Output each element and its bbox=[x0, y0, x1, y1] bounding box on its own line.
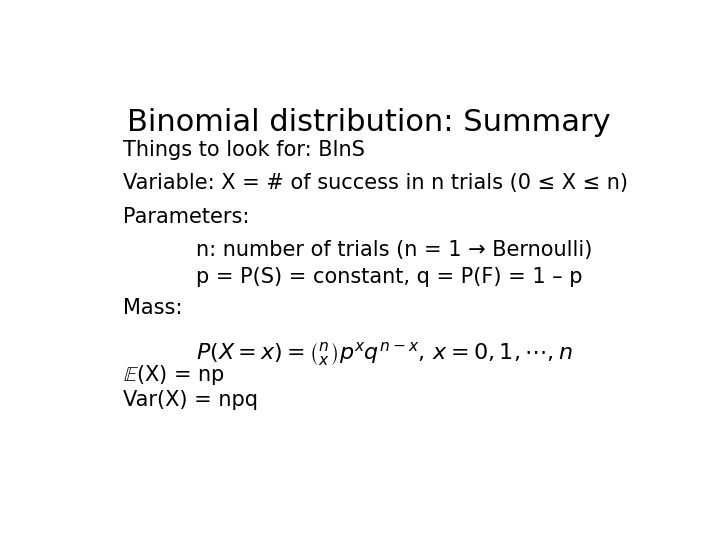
Text: Mass:: Mass: bbox=[124, 298, 183, 318]
Text: Parameters:: Parameters: bbox=[124, 207, 250, 227]
Text: p = P(S) = constant, q = P(F) = 1 – p: p = P(S) = constant, q = P(F) = 1 – p bbox=[196, 267, 582, 287]
Text: $P(X = x) = \binom{n}{x}p^x q^{n-x},\, x = 0, 1, \cdots, n$: $P(X = x) = \binom{n}{x}p^x q^{n-x},\, x… bbox=[196, 340, 573, 367]
Text: n: number of trials (n = 1 → Bernoulli): n: number of trials (n = 1 → Bernoulli) bbox=[196, 240, 593, 260]
Text: $\mathbb{E}$(X) = np: $\mathbb{E}$(X) = np bbox=[124, 363, 225, 387]
Text: Binomial distribution: Summary: Binomial distribution: Summary bbox=[127, 109, 611, 138]
Text: Var(X) = npq: Var(X) = npq bbox=[124, 389, 258, 409]
Text: Things to look for: BInS: Things to look for: BInS bbox=[124, 140, 365, 160]
Text: Variable: X = # of success in n trials (0 ≤ X ≤ n): Variable: X = # of success in n trials (… bbox=[124, 173, 629, 193]
